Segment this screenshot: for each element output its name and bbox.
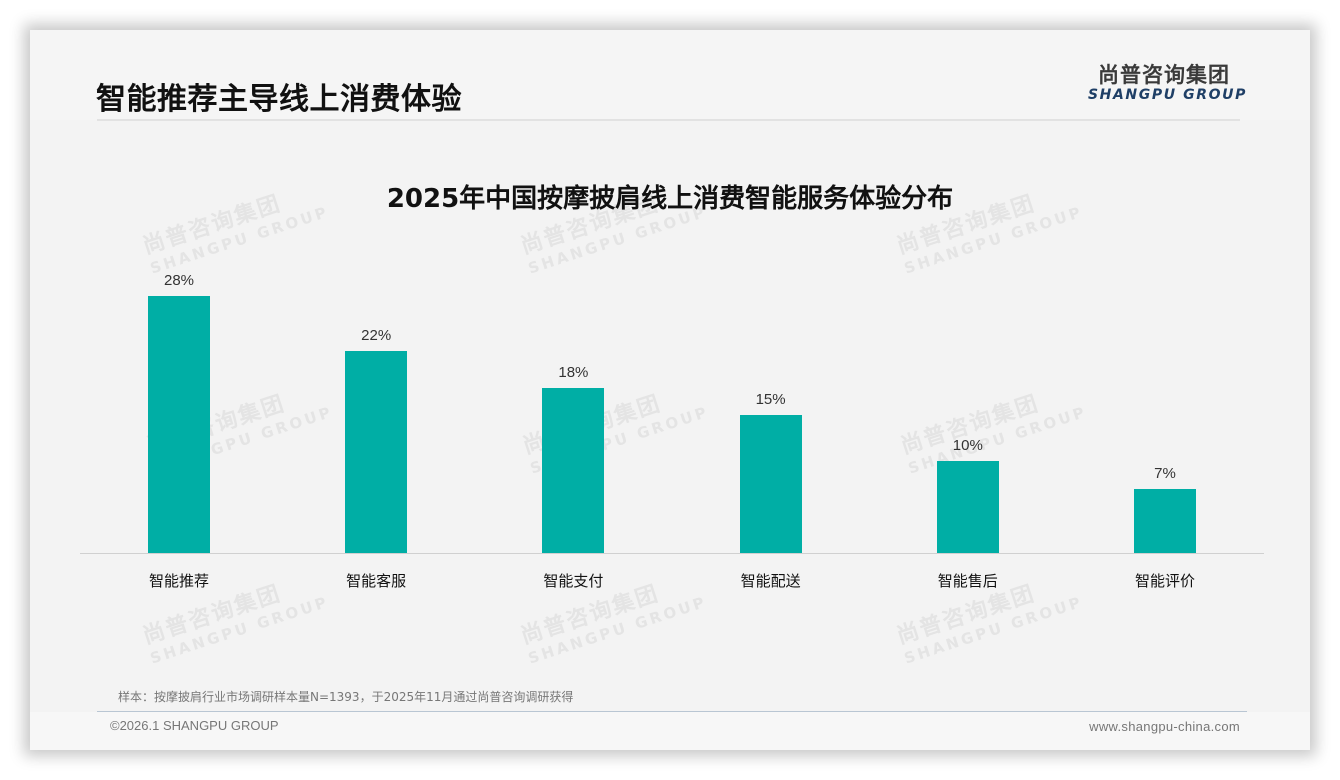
logo-cn-text: 尚普咨询集团 xyxy=(1098,63,1230,87)
logo-en-text: SHANGPU GROUP xyxy=(1088,87,1247,103)
category-label: 智能支付 xyxy=(543,572,604,590)
category-label: 智能售后 xyxy=(937,572,998,590)
footer-band xyxy=(30,712,1310,750)
slide: 尚普咨询集团 SHANGPU GROUP 尚普咨询集团 SHANGPU GROUP … xyxy=(30,30,1310,750)
bar-value-label: 7% xyxy=(1154,464,1176,482)
sample-note: 样本：按摩披肩行业市场调研样本量N=1393，于2025年11月通过尚普咨询调研… xyxy=(118,690,574,704)
website-link[interactable]: www.shangpu-china.com xyxy=(1089,719,1240,734)
copyright-text: ©2026.1 SHANGPU GROUP xyxy=(110,718,279,733)
category-label: 智能评价 xyxy=(1134,572,1195,590)
bar xyxy=(345,351,408,553)
category-label: 智能客服 xyxy=(346,572,407,590)
bar xyxy=(542,387,605,553)
footer-divider xyxy=(97,711,1247,712)
header-divider xyxy=(97,119,1240,121)
company-logo: 尚普咨询集团 SHANGPU GROUP xyxy=(1088,63,1247,103)
bar-value-label: 28% xyxy=(163,271,195,289)
bar xyxy=(1134,488,1196,553)
bar xyxy=(148,295,210,553)
page-title: 智能推荐主导线上消费体验 xyxy=(96,82,462,117)
bar-value-label: 15% xyxy=(755,391,786,409)
bar-value-label: 10% xyxy=(952,437,983,455)
bar xyxy=(739,415,802,553)
chart-title: 2025年中国按摩披肩线上消费智能服务体验分布 xyxy=(386,184,954,214)
header-band xyxy=(30,30,1310,120)
bar-value-label: 22% xyxy=(361,327,392,345)
x-axis-line xyxy=(80,553,1264,554)
category-label: 智能推荐 xyxy=(148,572,209,590)
bar-value-label: 18% xyxy=(558,363,589,381)
category-label: 智能配送 xyxy=(740,572,801,590)
bar xyxy=(936,461,999,553)
